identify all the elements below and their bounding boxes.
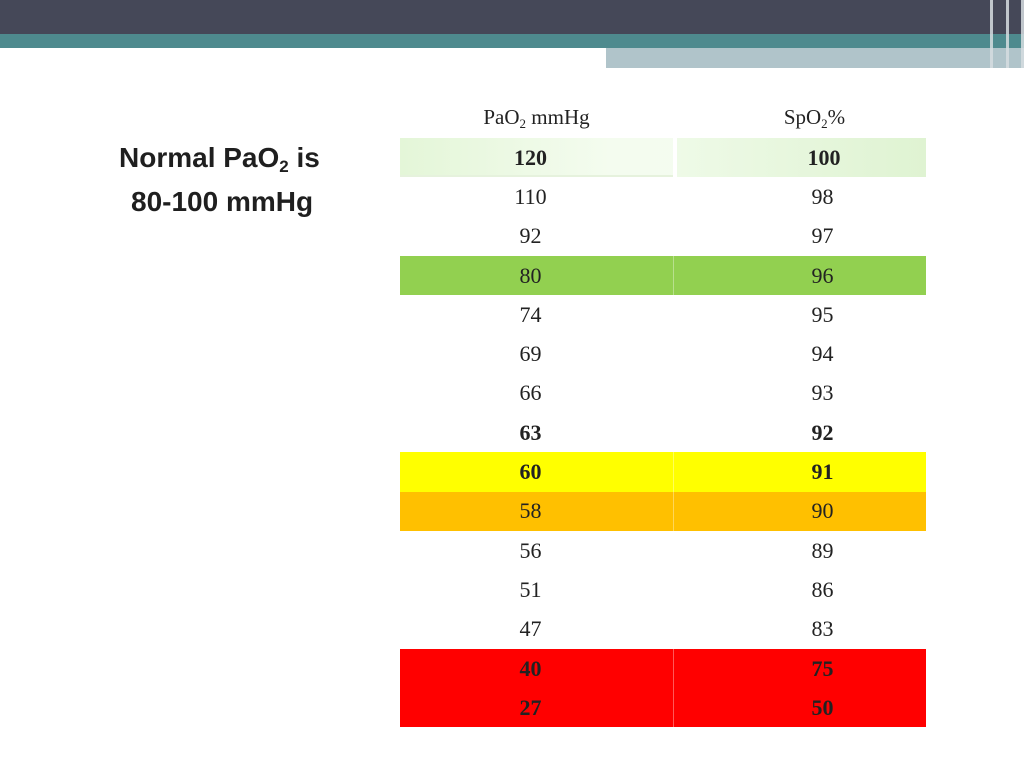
cell-pao2: 47	[519, 616, 542, 642]
title-line-1: Normal PaO2 is	[119, 142, 320, 176]
title-line-2: 80-100 mmHg	[131, 186, 314, 217]
cell-spo2: 95	[673, 295, 926, 335]
table-header-row: PaO2 mmHg SpO2%	[400, 96, 926, 138]
cell-spo2: 89	[673, 530, 926, 571]
table-row: 27 50	[400, 688, 926, 728]
cell-spo2: 96	[673, 255, 926, 296]
cell-spo2: 75	[673, 648, 926, 689]
table-row: 66 93	[400, 373, 926, 414]
table-row: 74 95	[400, 295, 926, 335]
cell-pao2: 60	[519, 459, 542, 485]
table-row: 110 98	[400, 177, 926, 217]
header-pao2: PaO2 mmHg	[483, 104, 590, 131]
table-row: 40 75	[400, 648, 926, 689]
cell-spo2: 98	[673, 177, 926, 217]
slide-title: Normal PaO2 is 80-100 mmHg	[119, 137, 389, 223]
table-row: 120 100	[400, 138, 926, 178]
cell-pao2: 74	[519, 301, 542, 327]
cell-spo2: 94	[673, 334, 926, 374]
cell-spo2: 83	[673, 609, 926, 649]
cell-spo2: 100	[673, 138, 926, 178]
cell-pao2: 66	[519, 380, 542, 406]
slide-accent-stripe	[0, 34, 1024, 48]
cell-pao2: 92	[519, 223, 542, 249]
pao2-spo2-table: PaO2 mmHg SpO2% 120 100 110 98 92 97 80 96 74 95 6…	[400, 96, 926, 728]
cell-pao2: 56	[519, 537, 542, 563]
table-body: 120 100 110 98 92 97 80 96 74 95 69 94 66 93 63 92 60 91 5…	[400, 138, 926, 728]
cell-spo2: 93	[673, 373, 926, 414]
cell-pao2: 40	[519, 655, 542, 681]
cell-pao2: 110	[514, 183, 547, 209]
cell-pao2: 58	[519, 498, 542, 524]
slide-accent-light-bar	[606, 48, 1024, 68]
table-row: 80 96	[400, 255, 926, 296]
table-row: 92 97	[400, 216, 926, 256]
cell-pao2: 120	[400, 138, 673, 177]
table-row: 60 91	[400, 452, 926, 492]
decorative-vertical-lines	[990, 0, 1024, 68]
table-row: 63 92	[400, 413, 926, 453]
cell-spo2: 86	[673, 570, 926, 610]
cell-spo2: 50	[673, 688, 926, 728]
header-spo2: SpO2%	[783, 104, 846, 131]
table-row: 47 83	[400, 609, 926, 649]
cell-spo2: 90	[673, 491, 926, 531]
cell-pao2: 80	[519, 262, 542, 288]
cell-spo2: 92	[673, 413, 926, 453]
table-row: 69 94	[400, 334, 926, 374]
slide-top-bar	[0, 0, 1024, 34]
cell-spo2: 91	[673, 452, 926, 492]
cell-pao2: 27	[519, 694, 542, 720]
table-row: 56 89	[400, 530, 926, 571]
cell-pao2: 51	[519, 576, 542, 602]
table-row: 58 90	[400, 491, 926, 531]
table-row: 51 86	[400, 570, 926, 610]
cell-pao2: 69	[519, 341, 542, 367]
cell-pao2: 63	[519, 419, 542, 445]
cell-spo2: 97	[673, 216, 926, 256]
